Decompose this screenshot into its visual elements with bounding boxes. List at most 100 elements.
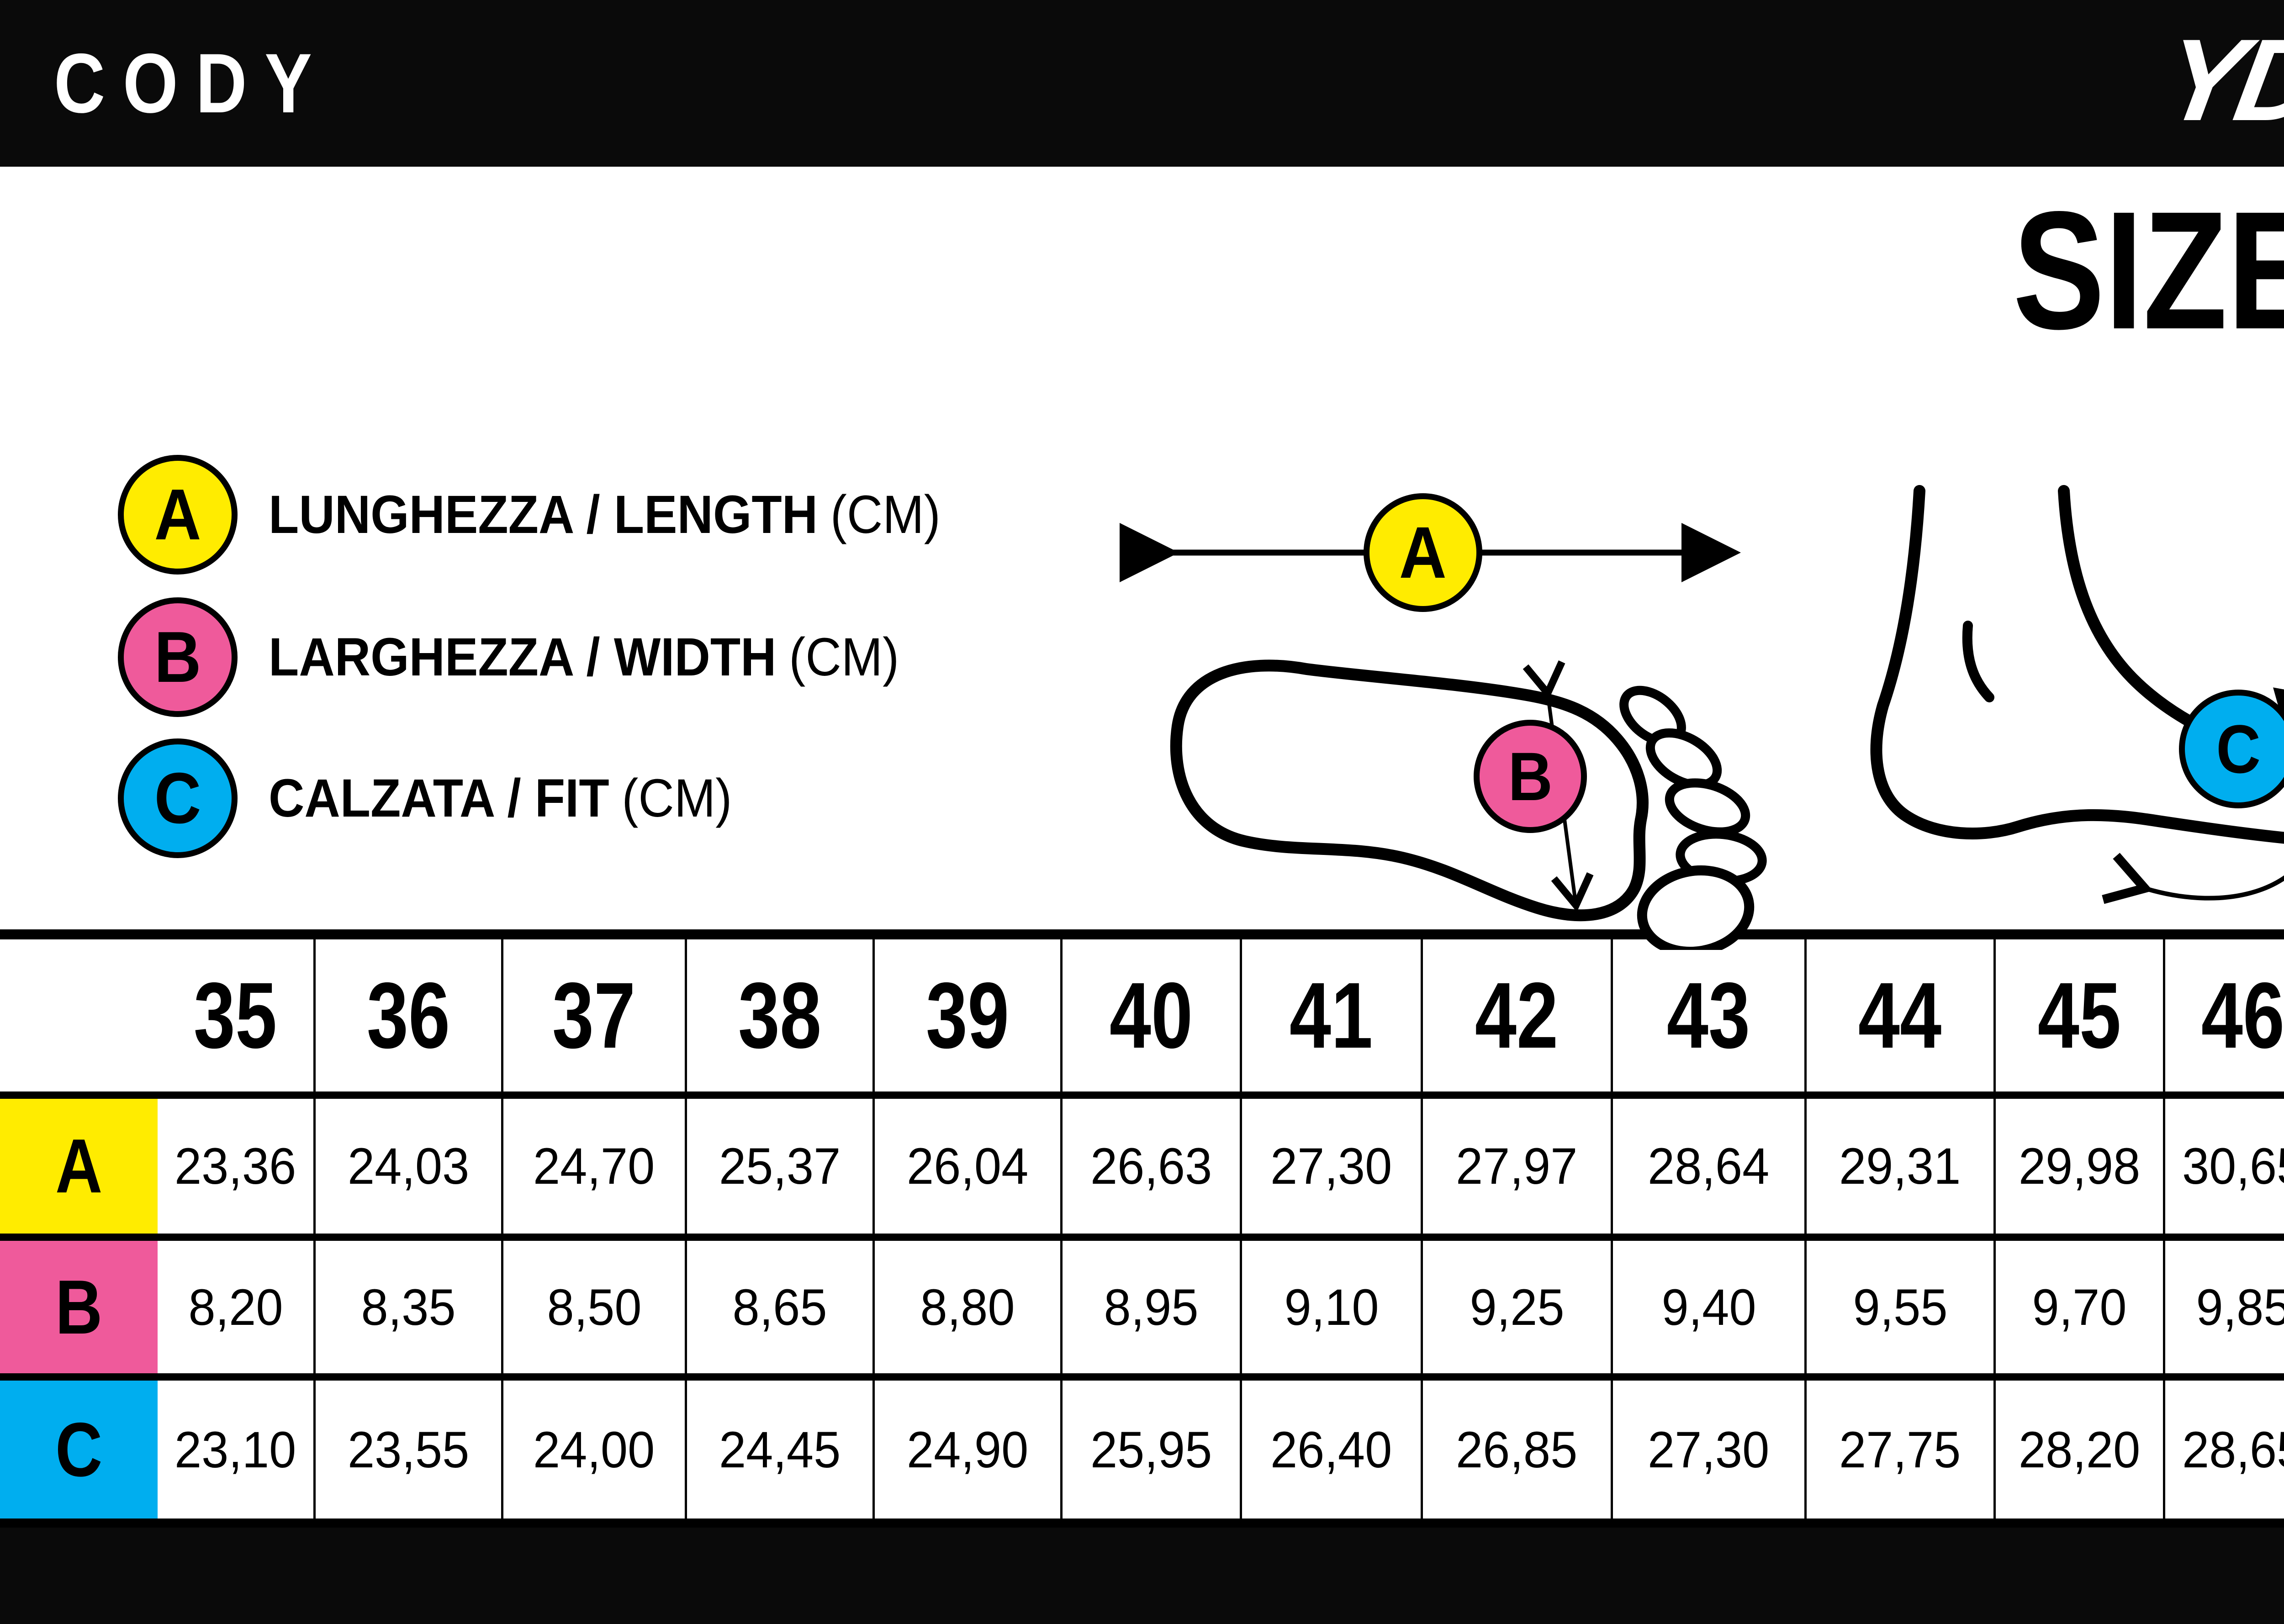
size-value-cell: 30,65 (2163, 1099, 2284, 1234)
size-column-header: 37 (501, 939, 685, 1091)
size-header-row: 35363738394041424344454647 (0, 939, 2284, 1091)
size-value-cell: 8,80 (872, 1241, 1060, 1373)
size-value-cell: 26,40 (1240, 1381, 1421, 1519)
size-value-cell: 9,70 (1993, 1241, 2163, 1373)
toe-small-3 (1665, 778, 1750, 837)
big-toe (1637, 865, 1755, 950)
size-value-cell-text: 24,00 (533, 1421, 655, 1478)
size-value-cell: 23,36 (158, 1099, 313, 1234)
size-column-header-text: 37 (552, 963, 636, 1068)
size-value-cell: 24,00 (501, 1381, 685, 1519)
size-value-cell-text: 28,65 (2182, 1421, 2284, 1478)
size-value-cell-text: 24,03 (347, 1138, 470, 1195)
size-value-cell: 28,20 (1993, 1381, 2163, 1519)
size-value-cell: 25,95 (1060, 1381, 1240, 1519)
size-value-cell-text: 9,70 (2032, 1278, 2127, 1336)
size-value-cell-text: 27,75 (1839, 1421, 1961, 1478)
legend-label-length: LUNGHEZZA / LENGTH (CM) (269, 455, 999, 575)
size-table: 35363738394041424344454647 A23,3624,0324… (0, 929, 2284, 1528)
size-value-cell: 27,30 (1611, 1381, 1804, 1519)
size-value-cell: 24,90 (872, 1381, 1060, 1519)
size-value-cell: 8,35 (313, 1241, 501, 1373)
size-value-cell-text: 9,55 (1852, 1278, 1948, 1336)
size-value-cell-text: 26,63 (1090, 1138, 1212, 1195)
leg-heel-sole-line (1870, 485, 2284, 844)
size-value-cell: 9,25 (1421, 1241, 1611, 1373)
legend-term-length: LUNGHEZZA / LENGTH (269, 485, 818, 545)
size-value-cell: 27,97 (1421, 1099, 1611, 1234)
size-value-cell-text: 23,10 (174, 1421, 296, 1478)
size-value-cell-text: 24,45 (719, 1421, 841, 1478)
size-value-cell-text: 29,98 (2018, 1138, 2141, 1195)
size-value-cell: 8,50 (501, 1241, 685, 1373)
size-value-cell-text: 28,20 (2018, 1421, 2141, 1478)
ankle-line (1962, 621, 1994, 702)
size-value-cell-text: 8,65 (732, 1278, 827, 1336)
size-column-header: 38 (685, 939, 872, 1091)
size-column-header-text: 44 (1858, 963, 1942, 1068)
size-value-cell: 28,64 (1611, 1099, 1804, 1234)
size-value-cell: 29,98 (1993, 1099, 2163, 1234)
size-column-header: 35 (158, 939, 313, 1091)
row-label-a: A (0, 1099, 158, 1234)
size-column-header-text: 42 (1475, 963, 1559, 1068)
size-value-cell: 24,03 (313, 1099, 501, 1234)
page-title: SIZES (2013, 176, 2284, 364)
size-value-cell-text: 24,90 (906, 1421, 1029, 1478)
size-value-cell-text: 9,25 (1469, 1278, 1565, 1336)
legend-letter-a: A (154, 474, 201, 555)
legend-circle-a: A (118, 455, 238, 575)
size-value-cell: 26,63 (1060, 1099, 1240, 1234)
size-column-header: 41 (1240, 939, 1421, 1091)
legend-unit-fit: (CM) (622, 768, 732, 828)
size-value-cell: 8,65 (685, 1241, 872, 1373)
bottom-bar (0, 1528, 2284, 1624)
size-column-header-text: 40 (1109, 963, 1193, 1068)
size-value-cell: 29,31 (1804, 1099, 1993, 1234)
legend-letter-c: C (154, 758, 201, 838)
size-value-cell: 27,30 (1240, 1099, 1421, 1234)
table-corner-cell (0, 939, 158, 1091)
size-value-cell-text: 28,64 (1648, 1138, 1770, 1195)
legend-term-fit: CALZATA / FIT (269, 768, 609, 828)
size-value-cell-text: 26,04 (906, 1138, 1029, 1195)
size-value-cell: 26,04 (872, 1099, 1060, 1234)
size-column-header-text: 41 (1290, 963, 1373, 1068)
row-label-b: B (0, 1241, 158, 1373)
size-value-cell: 9,85 (2163, 1241, 2284, 1373)
legend-unit-width: (CM) (789, 627, 899, 687)
size-value-cell: 8,95 (1060, 1241, 1240, 1373)
diagram-marker-a-letter: A (1399, 511, 1447, 593)
size-value-cell: 9,55 (1804, 1241, 1993, 1373)
size-value-cell: 26,85 (1421, 1381, 1611, 1519)
table-row-length: A 23,36 24,03 24,70 25,37 26,04 26,63 27,30 27,9… (0, 1091, 2284, 1234)
diagram-marker-b: B (1474, 720, 1587, 833)
size-value-cell-text: 27,30 (1270, 1138, 1392, 1195)
product-name: CODY (54, 36, 330, 131)
size-value-cell: 28,65 (2163, 1381, 2284, 1519)
size-column-header: 36 (313, 939, 501, 1091)
size-column-header: 43 (1611, 939, 1804, 1091)
size-value-cell-text: 23,36 (174, 1138, 296, 1195)
size-value-cell-text: 9,40 (1661, 1278, 1756, 1336)
size-column-header: 44 (1804, 939, 1993, 1091)
size-value-cell-text: 25,37 (719, 1138, 841, 1195)
size-column-header: 45 (1993, 939, 2163, 1091)
legend-term-width: LARGHEZZA / WIDTH (269, 627, 777, 687)
size-column-header: 40 (1060, 939, 1240, 1091)
size-value-cell: 25,37 (685, 1099, 872, 1234)
size-value-cell-text: 29,31 (1839, 1138, 1961, 1195)
row-label-a-text: A (55, 1123, 103, 1209)
size-column-header-text: 39 (925, 963, 1010, 1068)
size-value-cell-text: 8,35 (361, 1278, 456, 1336)
size-column-header: 39 (872, 939, 1060, 1091)
top-bar: CODY YDA (0, 0, 2284, 167)
size-value-cell-text: 8,50 (546, 1278, 642, 1336)
table-row-width: B 8,20 8,35 8,50 8,65 8,80 8,95 9,10 9,25 9,40 9,5… (0, 1234, 2284, 1373)
size-column-header-text: 43 (1667, 963, 1750, 1068)
size-value-cell-text: 8,80 (920, 1278, 1015, 1336)
yda-logo-text: YDA (2155, 26, 2284, 141)
diagram-marker-b-letter: B (1508, 738, 1553, 815)
yda-logo-icon: YDA (2155, 26, 2284, 141)
